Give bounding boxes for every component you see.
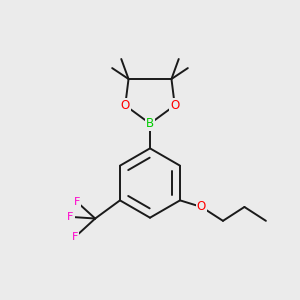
Text: O: O	[121, 99, 130, 112]
Text: O: O	[170, 99, 179, 112]
Text: B: B	[146, 117, 154, 130]
Text: F: F	[67, 212, 74, 222]
Text: O: O	[197, 200, 206, 214]
Text: F: F	[74, 197, 80, 207]
Text: F: F	[72, 232, 79, 242]
